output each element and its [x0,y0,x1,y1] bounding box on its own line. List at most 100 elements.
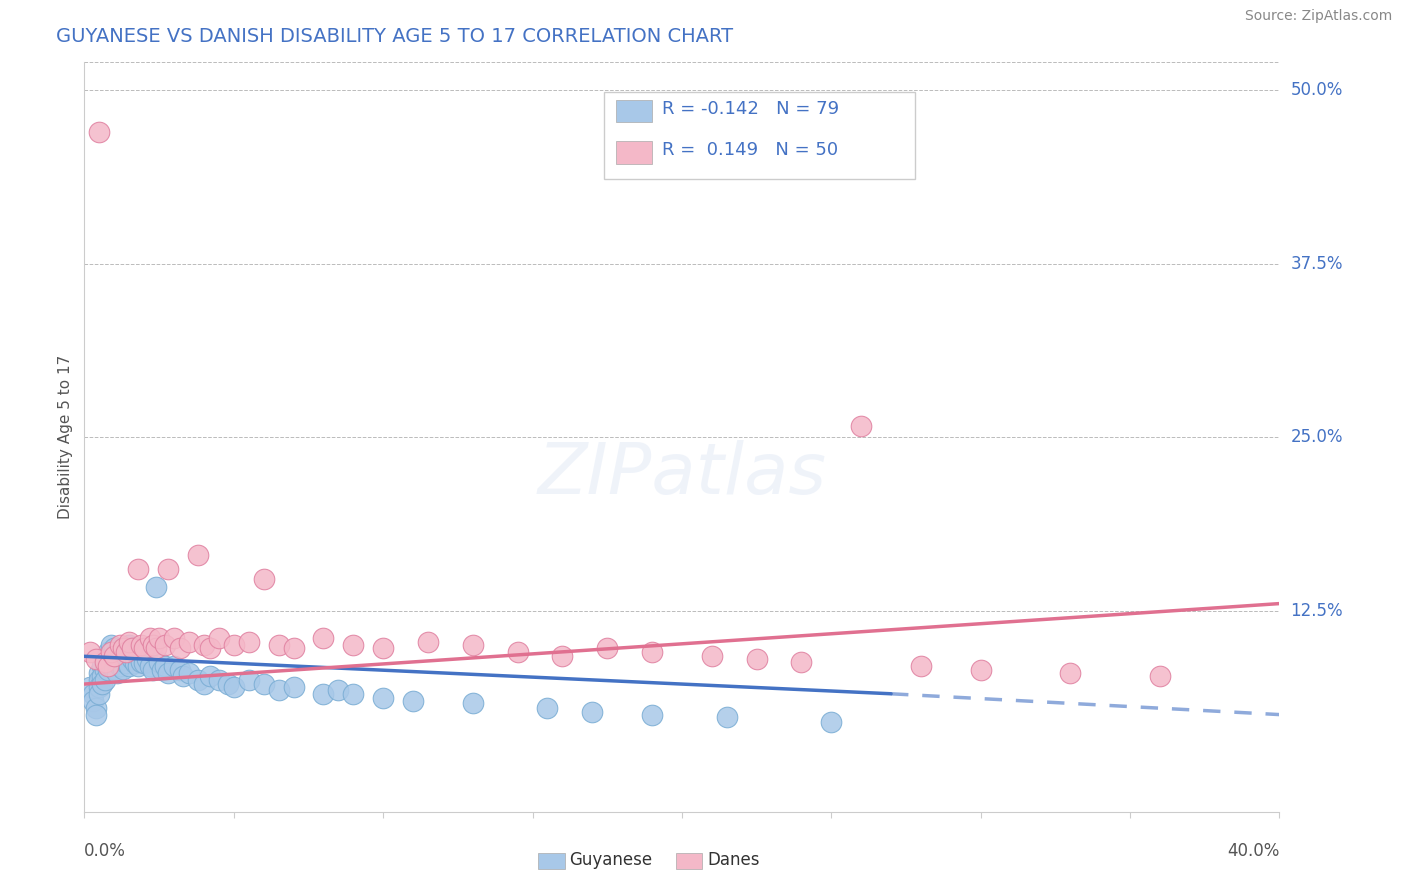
Point [148,632,170,646]
Point [461,638,484,652]
Point [94,663,117,677]
Text: 37.5%: 37.5% [1291,254,1343,273]
Point [641,707,664,722]
Point [86,700,108,714]
Point [89,125,111,139]
Point [121,652,143,666]
Point [745,652,768,666]
Point [551,649,574,664]
Point [157,562,180,576]
Point [238,673,260,687]
FancyBboxPatch shape [605,93,915,178]
Point [312,687,335,701]
Text: Guyanese: Guyanese [569,851,652,869]
Point [91,677,114,691]
FancyBboxPatch shape [616,141,652,163]
Point [139,659,162,673]
Point [115,645,138,659]
Point [94,673,117,687]
Point [124,645,146,659]
Point [86,652,108,666]
Point [127,659,149,673]
Point [110,649,132,664]
Point [91,669,114,683]
Text: ZIPatlas: ZIPatlas [537,440,827,509]
Point [112,640,135,655]
Point [129,655,152,669]
Point [89,673,111,687]
Point [198,669,221,683]
Point [193,638,215,652]
Text: 25.0%: 25.0% [1291,428,1343,446]
Point [267,638,290,652]
Point [127,562,149,576]
Point [222,638,245,652]
Point [100,659,122,673]
Point [103,652,125,666]
FancyBboxPatch shape [676,853,702,870]
Point [970,663,993,677]
Point [100,649,122,664]
Point [402,694,425,708]
Point [124,657,146,671]
Text: Source: ZipAtlas.com: Source: ZipAtlas.com [1244,9,1392,23]
Point [1149,669,1171,683]
Point [716,710,738,724]
Point [97,663,120,677]
Point [82,694,104,708]
Text: R = -0.142   N = 79: R = -0.142 N = 79 [662,100,839,118]
Point [100,638,122,652]
Point [118,659,141,673]
Point [283,680,305,694]
Point [820,714,842,729]
Point [142,638,165,652]
Point [283,640,305,655]
Point [217,677,239,691]
Point [86,707,108,722]
Point [121,640,143,655]
Point [132,657,156,671]
Point [373,640,395,655]
Point [238,635,260,649]
Point [208,632,231,646]
Point [1059,665,1081,680]
Point [105,657,128,671]
Point [177,665,200,680]
Point [112,652,135,666]
Point [581,705,603,719]
Point [177,635,200,649]
Text: Danes: Danes [707,851,759,869]
Point [110,638,132,652]
Point [700,649,723,664]
Point [641,645,664,659]
Point [118,638,141,652]
Point [94,655,117,669]
Y-axis label: Disability Age 5 to 17: Disability Age 5 to 17 [58,355,73,519]
Point [79,680,101,694]
Point [121,640,143,655]
Point [103,662,125,676]
Point [342,687,364,701]
Point [222,680,245,694]
Point [157,665,180,680]
Point [112,662,135,676]
Point [105,645,128,659]
Point [253,677,276,691]
Point [163,632,186,646]
Point [89,665,111,680]
Text: R =  0.149   N = 50: R = 0.149 N = 50 [662,141,838,159]
Text: 40.0%: 40.0% [1227,842,1279,860]
Point [910,659,932,673]
Point [208,673,231,687]
Point [506,645,529,659]
Text: 50.0%: 50.0% [1291,81,1343,99]
Point [416,635,439,649]
Point [118,635,141,649]
Point [112,640,135,655]
Point [127,649,149,664]
Point [110,659,132,673]
Point [115,645,138,659]
Point [97,645,120,659]
Point [267,682,290,697]
Point [253,572,276,586]
